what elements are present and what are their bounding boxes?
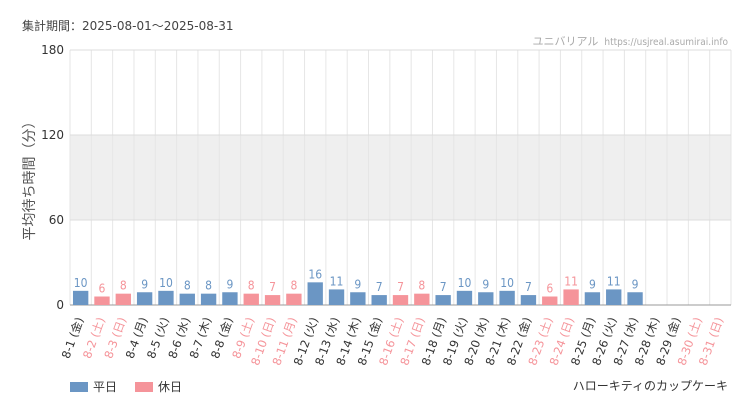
data-label: 11 <box>564 274 578 288</box>
bar <box>392 295 409 305</box>
data-label: 8 <box>248 279 255 293</box>
site-credit: ユニバリアル https://usjreal.asumirai.info <box>532 33 728 49</box>
bar <box>542 296 558 305</box>
bar <box>499 290 515 305</box>
data-label: 6 <box>99 282 106 296</box>
data-label: 8 <box>290 279 297 293</box>
y-tick-label: 180 <box>41 43 64 57</box>
y-tick-label: 120 <box>41 128 64 142</box>
holiday-swatch <box>135 381 154 392</box>
data-label: 10 <box>500 276 514 290</box>
data-label: 10 <box>159 276 173 290</box>
y-axis-title: 平均待ち時間（分） <box>22 115 38 241</box>
bar <box>371 295 387 305</box>
bar <box>606 289 622 305</box>
data-label: 11 <box>330 274 344 288</box>
data-label: 9 <box>632 277 639 291</box>
bars <box>72 282 643 305</box>
bar <box>563 289 579 305</box>
bar <box>328 289 345 305</box>
bar <box>307 282 323 305</box>
data-label: 9 <box>589 277 596 291</box>
bar <box>264 295 281 305</box>
attraction-name: ハローキティのカップケーキ <box>572 379 728 393</box>
data-label: 9 <box>226 277 233 291</box>
legend-label-holiday: 休日 <box>158 380 183 394</box>
bar <box>158 290 174 305</box>
bar <box>72 290 89 305</box>
legend-item-weekday[interactable]: 平日 <box>70 378 117 395</box>
data-label: 9 <box>482 277 489 291</box>
data-label: 7 <box>376 280 383 294</box>
bar <box>115 293 131 305</box>
bar <box>584 292 601 305</box>
bar <box>435 295 451 305</box>
bar <box>627 292 643 305</box>
bar <box>520 295 537 305</box>
data-label: 7 <box>525 280 532 294</box>
site-url[interactable]: https://usjreal.asumirai.info <box>604 37 728 48</box>
data-label: 9 <box>354 277 361 291</box>
bar <box>350 292 366 305</box>
legend-item-holiday[interactable]: 休日 <box>135 378 182 395</box>
bar <box>222 292 238 305</box>
data-label: 8 <box>120 279 127 293</box>
bar <box>456 290 473 305</box>
data-label: 6 <box>546 282 553 296</box>
weekday-swatch <box>70 381 88 392</box>
bar <box>136 292 153 305</box>
legend-label-weekday: 平日 <box>93 380 118 394</box>
data-label: 16 <box>308 267 322 281</box>
site-name: ユニバリアル <box>532 35 599 48</box>
legend: 平日 休日 <box>70 378 182 395</box>
data-label: 10 <box>458 276 472 290</box>
bar <box>286 293 302 305</box>
bar <box>179 293 195 305</box>
chart-bands <box>70 135 731 220</box>
bar <box>243 293 259 305</box>
y-tick-label: 60 <box>49 213 64 227</box>
data-label: 7 <box>269 280 276 294</box>
bar <box>414 293 430 305</box>
data-label: 8 <box>205 279 212 293</box>
data-label: 11 <box>607 274 621 288</box>
data-label: 10 <box>74 276 88 290</box>
data-label: 8 <box>418 279 425 293</box>
bar <box>94 296 110 305</box>
chart-grid <box>69 49 732 306</box>
y-axis: 0 60 120 180 <box>41 43 64 312</box>
band-60-120 <box>70 135 731 220</box>
data-label: 9 <box>141 277 148 291</box>
data-label: 7 <box>440 280 447 294</box>
y-tick-label: 0 <box>56 298 64 312</box>
bar <box>200 293 217 305</box>
collection-period: 集計期間：2025-08-01～2025-08-31 <box>22 19 234 33</box>
bar <box>478 292 494 305</box>
x-axis: 8-1 (金)8-2 (土)8-3 (日)8-4 (月)8-5 (火)8-6 (… <box>59 315 727 367</box>
data-label: 7 <box>397 280 404 294</box>
data-label: 8 <box>184 279 191 293</box>
